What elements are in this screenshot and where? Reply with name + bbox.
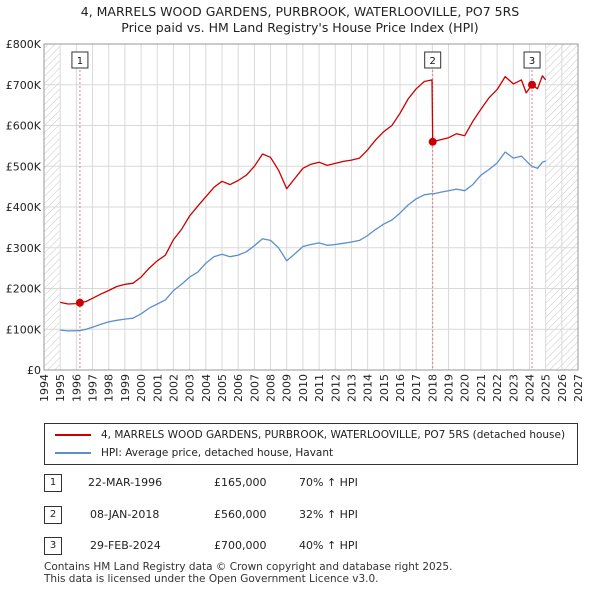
y-tick-label: £400K: [6, 201, 42, 214]
legend-label-property: 4, MARRELS WOOD GARDENS, PURBROOK, WATER…: [101, 429, 566, 441]
x-tick-label: 2009: [281, 374, 294, 402]
sale-label-number: 2: [429, 56, 435, 67]
x-tick-label: 2004: [200, 374, 213, 402]
transaction-hpi: 32% ↑ HPI: [299, 508, 358, 521]
y-tick-label: £600K: [6, 120, 42, 133]
y-tick-label: £200K: [6, 283, 42, 296]
x-tick-label: 2023: [507, 374, 520, 402]
x-tick-label: 2027: [572, 374, 585, 402]
transaction-row: 3 29-FEB-2024 £700,000 40% ↑ HPI: [44, 535, 584, 557]
x-tick-label: 2000: [135, 374, 148, 402]
x-tick-label: 2026: [556, 374, 569, 402]
transaction-row: 1 22-MAR-1996 £165,000 70% ↑ HPI: [44, 472, 584, 494]
plot-border: [43, 43, 579, 371]
price-chart: £0 £100K £200K £300K £400K £500K £600K £700K £80…: [6, 38, 585, 402]
x-tick-label: 2006: [232, 374, 245, 402]
transaction-number-badge: 2: [44, 506, 62, 524]
y-tick-label: £0: [27, 364, 41, 377]
footer-copyright: Contains HM Land Registry data © Crown c…: [44, 561, 453, 573]
footer: Contains HM Land Registry data © Crown c…: [44, 561, 452, 585]
x-tick-label: 2007: [248, 374, 261, 402]
x-tick-label: 2019: [443, 374, 456, 402]
transaction-hpi: 40% ↑ HPI: [299, 539, 358, 552]
transaction-number-badge: 1: [44, 474, 62, 492]
x-tick-label: 2012: [329, 374, 342, 402]
legend-line-property: [55, 434, 91, 436]
x-tick-label: 2021: [475, 374, 488, 402]
x-tick-label: 2014: [362, 374, 375, 402]
property-price-line: [60, 75, 547, 305]
y-tick-label: £800K: [6, 38, 42, 51]
x-tick-label: 1996: [70, 374, 83, 402]
legend-label-hpi: HPI: Average price, detached house, Hava…: [101, 447, 334, 459]
legend: 4, MARRELS WOOD GARDENS, PURBROOK, WATER…: [44, 423, 578, 465]
x-tick-label: 2005: [216, 374, 229, 402]
sale-label-number: 3: [529, 56, 535, 67]
x-tick-label: 2008: [265, 374, 278, 402]
y-tick-label: £100K: [6, 323, 42, 336]
sale-point: [428, 137, 437, 146]
transaction-price: £700,000: [214, 539, 267, 552]
footer-licence: This data is licensed under the Open Gov…: [44, 573, 379, 585]
transaction-number-badge: 3: [44, 537, 62, 555]
transaction-price: £165,000: [214, 476, 267, 489]
x-tick-label: 2002: [167, 374, 180, 402]
x-tick-label: 2016: [394, 374, 407, 402]
x-tick-label: 2011: [313, 374, 326, 402]
transaction-row: 2 08-JAN-2018 £560,000 32% ↑ HPI: [44, 504, 584, 526]
x-tick-label: 2017: [410, 374, 423, 402]
x-tick-label: 1997: [87, 374, 100, 402]
y-tick-label: £300K: [6, 242, 42, 255]
chart-title: 4, MARRELS WOOD GARDENS, PURBROOK, WATER…: [80, 4, 520, 19]
transaction-price: £560,000: [214, 508, 267, 521]
x-tick-label: 1998: [103, 374, 116, 402]
x-tick-label: 1994: [38, 374, 51, 402]
x-tick-label: 2022: [491, 374, 504, 402]
sale-label-box: [71, 51, 89, 69]
x-tick-label: 2025: [540, 374, 553, 402]
transaction-hpi: 70% ↑ HPI: [299, 476, 358, 489]
sale-point: [528, 80, 537, 89]
transaction-date: 22-MAR-1996: [88, 476, 163, 489]
x-tick-label: 1995: [54, 374, 67, 402]
sale-point: [75, 298, 84, 307]
y-tick-label: £700K: [6, 79, 42, 92]
x-tick-label: 2001: [151, 374, 164, 402]
x-tick-label: 2020: [459, 374, 472, 402]
chart-subtitle: Price paid vs. HM Land Registry's House …: [121, 20, 479, 35]
x-tick-label: 2003: [184, 374, 197, 402]
x-tick-label: 2018: [426, 374, 439, 402]
transaction-date: 29-FEB-2024: [90, 539, 161, 552]
y-tick-label: £500K: [6, 160, 42, 173]
sale-label-number: 1: [77, 56, 83, 67]
hpi-line: [60, 151, 546, 332]
x-tick-label: 2013: [345, 374, 358, 402]
x-tick-label: 1999: [119, 374, 132, 402]
transaction-date: 08-JAN-2018: [90, 508, 160, 521]
sale-label-box: [523, 51, 541, 69]
x-tick-label: 2024: [523, 374, 536, 402]
legend-line-hpi: [55, 452, 91, 454]
sale-label-box: [424, 51, 442, 69]
x-tick-label: 2010: [297, 374, 310, 402]
x-tick-label: 2015: [378, 374, 391, 402]
